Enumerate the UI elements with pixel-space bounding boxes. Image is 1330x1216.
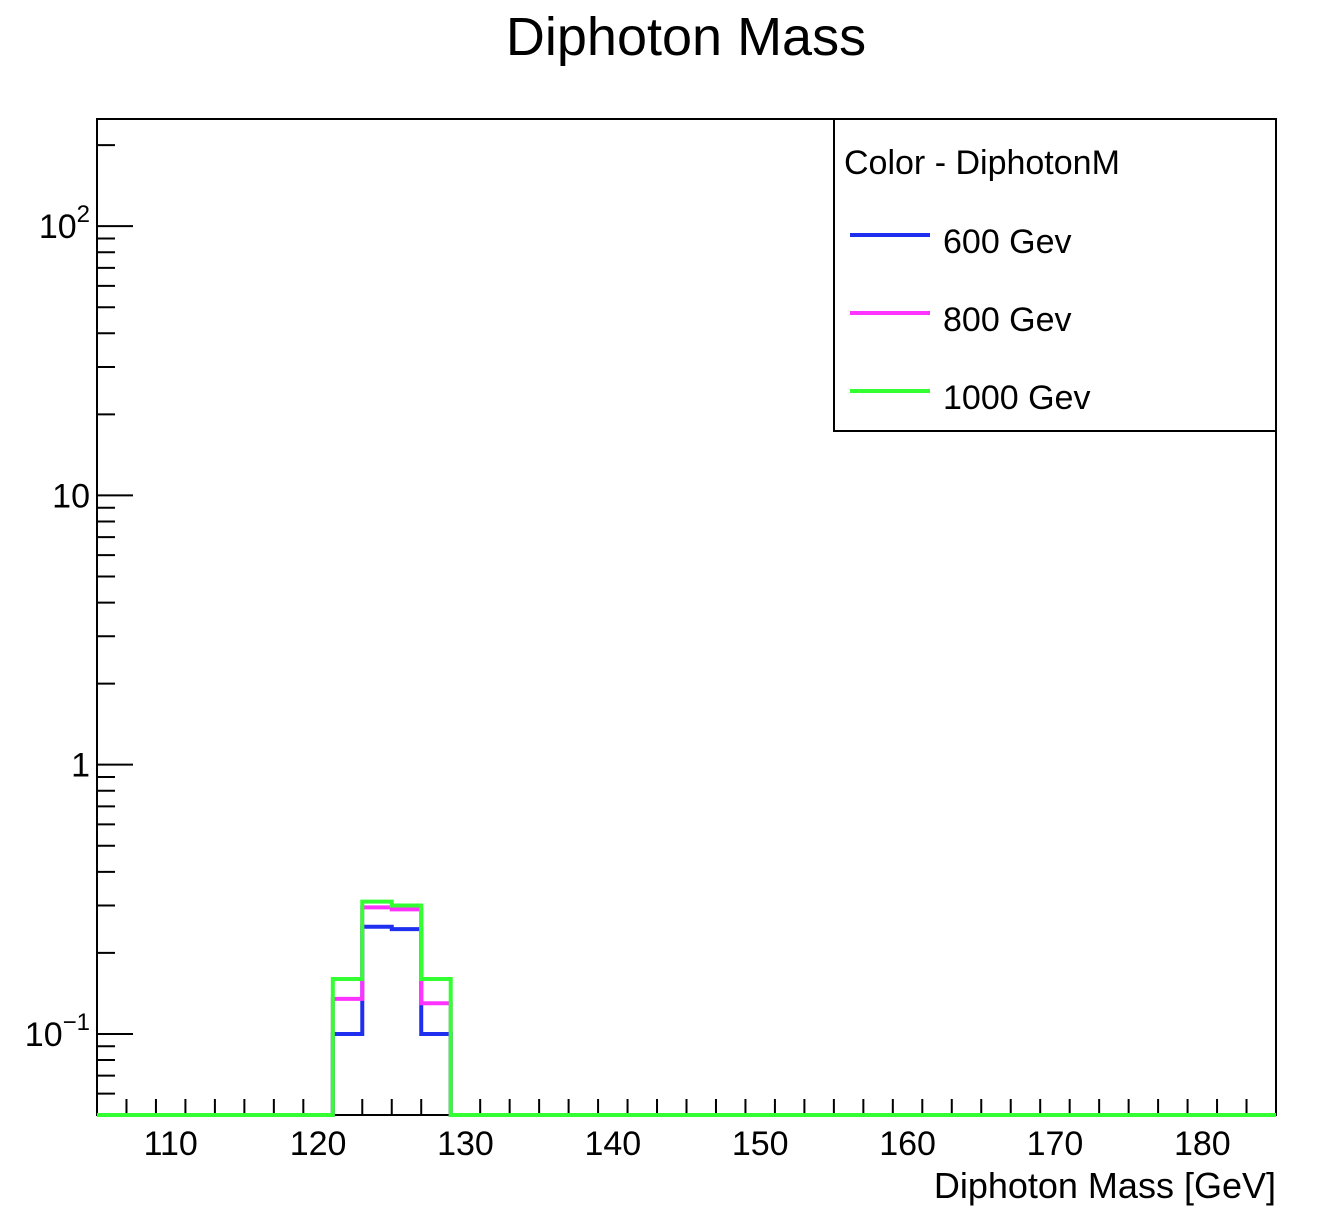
histogram-series-3: [97, 899, 1276, 1117]
series-layer: [97, 899, 1276, 1117]
y-axis: 10−1 1 10 102: [25, 144, 133, 1116]
y-tick-label: 10: [52, 477, 90, 515]
legend-label: 800 Gev: [943, 301, 1072, 339]
x-tick-label: 140: [584, 1125, 641, 1163]
legend-title: Color - DiphotonM: [844, 144, 1120, 182]
x-tick-label: 130: [437, 1125, 494, 1163]
x-tick-label: 120: [290, 1125, 347, 1163]
y-tick-label: 102: [39, 201, 90, 246]
x-tick-label: 160: [879, 1125, 936, 1163]
x-tick-label: 180: [1174, 1125, 1231, 1163]
legend: Color - DiphotonM 600 Gev 800 Gev 1000 Gev: [833, 118, 1277, 432]
legend-label: 1000 Gev: [943, 379, 1090, 417]
x-tick-label: 170: [1027, 1125, 1084, 1163]
y-tick-label: 10−1: [25, 1009, 90, 1054]
histogram-series-2: [97, 905, 1276, 1117]
legend-entries: 600 Gev 800 Gev 1000 Gev: [850, 223, 1090, 417]
histogram-series-1: [97, 924, 1276, 1117]
x-tick-label: 150: [732, 1125, 789, 1163]
x-tick-label: 110: [144, 1125, 198, 1163]
legend-label: 600 Gev: [943, 223, 1072, 261]
chart-title: Diphoton Mass: [506, 7, 866, 67]
x-axis: 110 120 130 140 150 160 170 180: [96, 1099, 1277, 1163]
y-tick-label: 1: [71, 747, 90, 785]
legend-box: [833, 118, 1277, 432]
x-axis-label: Diphoton Mass [GeV]: [934, 1165, 1276, 1206]
